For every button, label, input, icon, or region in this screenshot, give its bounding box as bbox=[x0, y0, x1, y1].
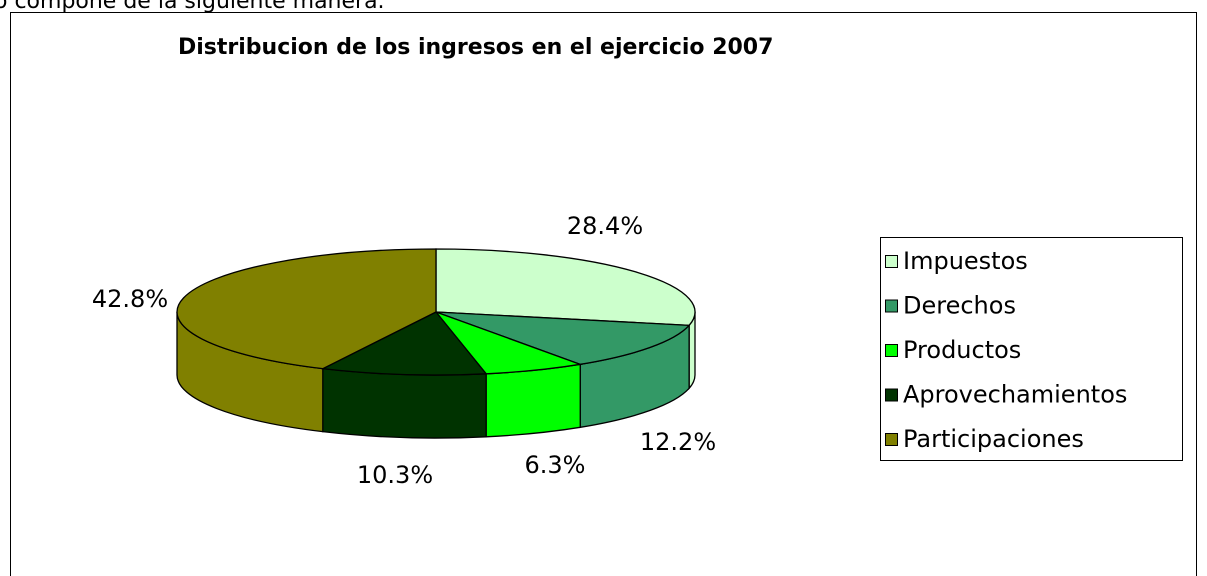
legend-label: Derechos bbox=[903, 292, 1016, 320]
caption: o compone de la siguiente manera. bbox=[0, 0, 385, 14]
data-label: 6.3% bbox=[525, 451, 586, 479]
legend-swatch bbox=[885, 433, 898, 446]
legend-swatch bbox=[885, 255, 898, 268]
legend-label: Participaciones bbox=[903, 425, 1084, 453]
data-label: 12.2% bbox=[640, 428, 716, 456]
data-label: 42.8% bbox=[92, 285, 168, 313]
legend-swatch bbox=[885, 299, 898, 313]
chart-title: Distribucion de los ingresos en el ejerc… bbox=[178, 35, 773, 60]
pie-side bbox=[485, 363, 581, 438]
chart-border bbox=[10, 12, 1197, 576]
legend-label: Aprovechamientos bbox=[903, 381, 1127, 409]
pie-slice bbox=[320, 311, 488, 376]
legend-swatch bbox=[885, 388, 898, 402]
legend-label: Impuestos bbox=[903, 247, 1028, 275]
data-label: 28.4% bbox=[567, 212, 643, 240]
pie-slice bbox=[435, 248, 696, 327]
pie-slice bbox=[176, 248, 437, 370]
legend-swatch bbox=[885, 344, 898, 357]
legend-label: Productos bbox=[903, 336, 1021, 364]
legend-box bbox=[880, 237, 1183, 461]
data-label: 10.3% bbox=[357, 461, 433, 489]
pie-side bbox=[322, 367, 487, 439]
pie-slice bbox=[435, 311, 691, 365]
